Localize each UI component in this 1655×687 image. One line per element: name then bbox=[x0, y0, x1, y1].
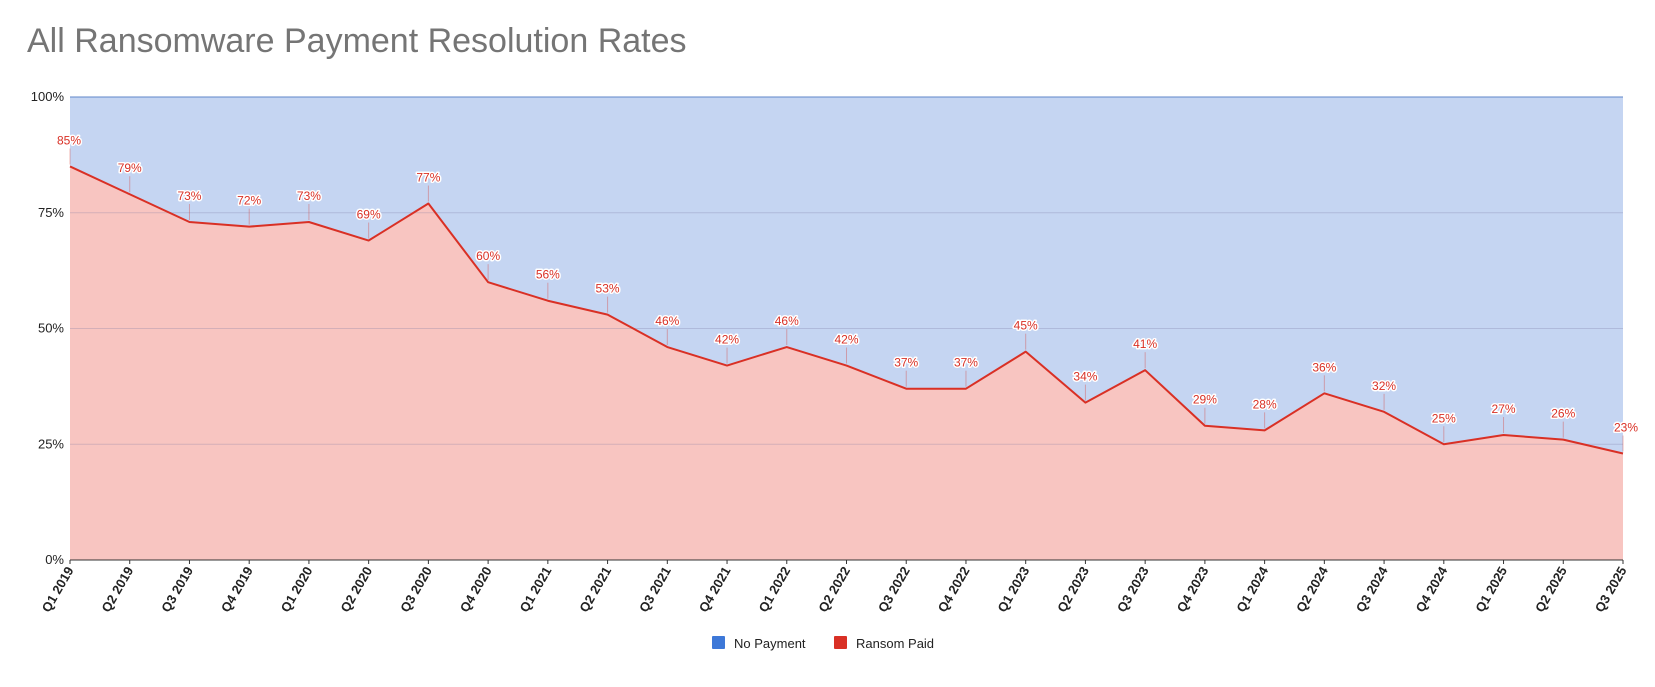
y-tick-label: 0% bbox=[45, 552, 64, 567]
y-tick-label: 50% bbox=[38, 321, 64, 336]
legend-label: No Payment bbox=[734, 636, 806, 651]
data-label: 42% bbox=[834, 333, 858, 347]
data-label: 73% bbox=[297, 189, 321, 203]
x-axis: Q1 2019 Q2 2019 Q3 2019 Q4 2019 Q1 2020 Q2 20… bbox=[39, 560, 1630, 615]
data-label: 37% bbox=[894, 356, 918, 370]
x-tick-label: Q1 2022 bbox=[755, 564, 793, 615]
x-tick-label: Q4 2023 bbox=[1174, 564, 1212, 615]
data-label: 32% bbox=[1372, 379, 1396, 393]
data-label: 77% bbox=[416, 170, 440, 184]
legend: No Payment Ransom Paid bbox=[712, 636, 934, 651]
series-line-layer bbox=[69, 165, 1624, 455]
x-tick-label: Q3 2024 bbox=[1353, 563, 1391, 614]
data-label: 25% bbox=[1432, 411, 1456, 425]
x-tick-label: Q1 2021 bbox=[517, 564, 555, 615]
x-tick-label: Q4 2019 bbox=[218, 564, 256, 615]
data-label: 41% bbox=[1133, 337, 1157, 351]
y-tick-label: 25% bbox=[38, 436, 64, 451]
x-tick-label: Q2 2024 bbox=[1293, 563, 1331, 614]
x-tick-label: Q3 2019 bbox=[158, 564, 196, 615]
x-tick-label: Q2 2021 bbox=[576, 564, 614, 615]
data-label: 45% bbox=[1014, 319, 1038, 333]
x-tick-label: Q4 2024 bbox=[1412, 563, 1450, 614]
legend-swatch bbox=[834, 636, 847, 649]
data-label: 53% bbox=[596, 282, 620, 296]
area-no-payment bbox=[70, 97, 1623, 454]
y-tick-label: 100% bbox=[31, 89, 65, 104]
x-tick-label: Q4 2021 bbox=[696, 564, 734, 615]
data-label: 72% bbox=[237, 194, 261, 208]
legend-label: Ransom Paid bbox=[856, 636, 934, 651]
x-tick-label: Q1 2025 bbox=[1472, 564, 1510, 615]
data-label: 56% bbox=[536, 268, 560, 282]
x-tick-label: Q3 2023 bbox=[1114, 564, 1152, 615]
x-tick-label: Q1 2024 bbox=[1233, 563, 1271, 614]
data-label: 69% bbox=[357, 208, 381, 222]
area-layer bbox=[70, 97, 1623, 560]
x-tick-label: Q1 2020 bbox=[278, 564, 316, 615]
y-tick-label: 75% bbox=[38, 205, 64, 220]
data-label: 46% bbox=[655, 314, 679, 328]
x-tick-label: Q2 2020 bbox=[337, 564, 375, 615]
data-label: 23% bbox=[1614, 421, 1638, 435]
data-label: 37% bbox=[954, 356, 978, 370]
x-tick-label: Q3 2021 bbox=[636, 564, 674, 615]
area-ransom-paid bbox=[70, 166, 1623, 560]
chart-title: All Ransomware Payment Resolution Rates bbox=[27, 22, 687, 60]
data-label: 46% bbox=[775, 314, 799, 328]
data-label: 27% bbox=[1492, 402, 1516, 416]
series-line-ransom-paid bbox=[69, 165, 1624, 455]
x-tick-label: Q1 2023 bbox=[994, 564, 1032, 615]
data-label: 28% bbox=[1253, 397, 1277, 411]
x-tick-label: Q4 2022 bbox=[935, 564, 973, 615]
data-label: 26% bbox=[1551, 407, 1575, 421]
x-tick-label: Q1 2019 bbox=[39, 564, 77, 615]
x-tick-label: Q3 2025 bbox=[1592, 564, 1630, 615]
x-tick-label: Q2 2023 bbox=[1054, 564, 1092, 615]
legend-swatch bbox=[712, 636, 725, 649]
data-label: 73% bbox=[177, 189, 201, 203]
x-tick-label: Q2 2022 bbox=[815, 564, 853, 615]
data-label: 36% bbox=[1312, 360, 1336, 374]
y-axis: 0% 25% 50% 75% 100% bbox=[31, 89, 65, 567]
data-label: 34% bbox=[1073, 370, 1097, 384]
x-tick-label: Q3 2022 bbox=[875, 564, 913, 615]
data-labels: 85% 79% 73% 72% 73% 69% 77% 60% 56% 53% 46% 42% 46% 4… bbox=[56, 132, 1640, 452]
data-label: 42% bbox=[715, 333, 739, 347]
data-label: 60% bbox=[476, 249, 500, 263]
x-tick-label: Q3 2020 bbox=[397, 564, 435, 615]
data-label: 29% bbox=[1193, 393, 1217, 407]
x-tick-label: Q2 2019 bbox=[98, 564, 136, 615]
x-tick-label: Q4 2020 bbox=[457, 564, 495, 615]
data-label: 79% bbox=[118, 161, 142, 175]
x-tick-label: Q2 2025 bbox=[1532, 564, 1570, 615]
data-label: 85% bbox=[57, 133, 81, 147]
